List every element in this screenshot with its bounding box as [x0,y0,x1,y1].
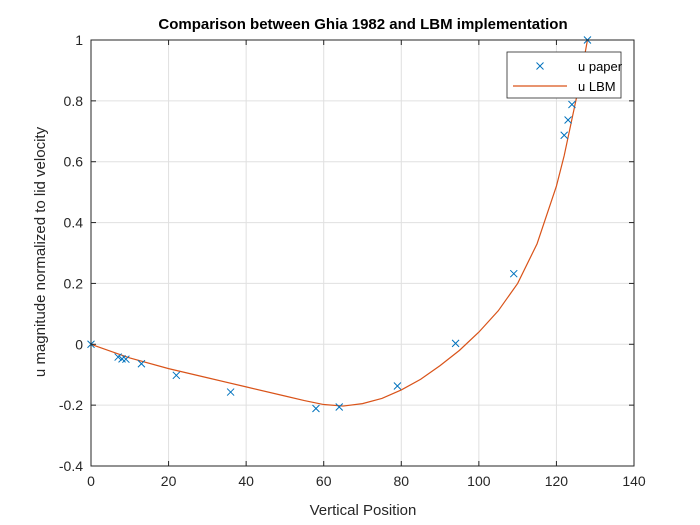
data-point-u-paper [226,388,235,396]
data-point-u-paper [122,355,130,364]
x-tick-label: 80 [393,473,409,489]
data-point-u-paper [568,100,576,109]
grid [91,40,634,466]
y-tick-label: 1 [75,32,83,48]
legend-label-u-paper: u paper [578,59,623,74]
x-tick-label: 120 [545,473,569,489]
axes-box [90,39,635,467]
data-point-u-paper [509,269,518,278]
y-tick-label: 0.8 [64,93,84,109]
data-point-u-paper [560,131,569,140]
legend: u paper u LBM [506,51,623,99]
y-tick-label: -0.4 [59,458,83,474]
x-tick-label: 40 [238,473,254,489]
y-axis-label: u magnitude normalized to lid velocity [32,126,49,377]
y-tick-label: 0.6 [64,154,84,170]
legend-x-glyph [536,62,544,70]
plot-area [87,36,592,413]
series-line-u-lbm [90,39,589,407]
x-tick-label: 140 [622,473,646,489]
y-tick-label: 0.4 [64,215,84,231]
data-point-u-paper [172,371,181,380]
data-point-u-paper [451,339,460,348]
x-tick-label: 0 [87,473,95,489]
y-tick-label: 0 [75,336,83,352]
legend-box [506,51,622,99]
x-tick-label: 60 [316,473,332,489]
data-point-u-paper [564,116,572,124]
data-point-u-paper [393,382,402,390]
legend-marker-u-paper [536,62,544,70]
x-axis-label: Vertical Position [310,502,417,519]
chart-title: Comparison between Ghia 1982 and LBM imp… [158,16,567,33]
data-point-u-paper [312,404,320,413]
x-tick-label: 100 [467,473,491,489]
y-tick-label: -0.2 [59,397,83,413]
data-point-u-paper [335,403,344,411]
data-point-u-paper [114,353,123,361]
legend-label-u-lbm: u LBM [578,79,616,94]
y-tick-label: 0.2 [64,275,84,291]
ticks: 0 20 40 60 80 100 120 140 -0.4 -0.2 0 0.2 0.4 0.6 0.8 1 [59,32,646,489]
data-point-u-paper [137,359,146,368]
x-tick-label: 20 [161,473,177,489]
